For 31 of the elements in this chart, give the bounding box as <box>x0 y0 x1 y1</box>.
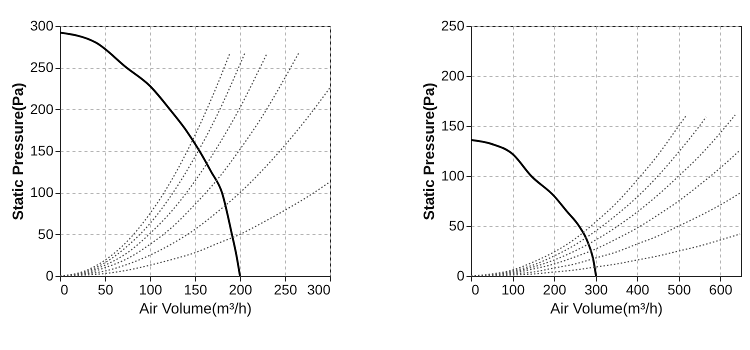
y-tick-label: 300 <box>30 18 54 34</box>
x-axis-title: Air Volume(m³/h) <box>550 300 663 318</box>
y-tick-label: 150 <box>30 142 54 158</box>
x-tick-label: 50 <box>98 282 114 298</box>
x-tick-label: 500 <box>668 282 692 298</box>
y-tick-label: 200 <box>441 68 465 84</box>
y-tick-label: 150 <box>441 118 465 134</box>
x-tick-label: 150 <box>184 282 208 298</box>
x-tick-label: 100 <box>501 282 525 298</box>
x-tick-label: 250 <box>274 282 298 298</box>
y-tick-label: 250 <box>441 18 465 34</box>
y-axis-title: Static Pressure(Pa) <box>421 82 438 220</box>
x-tick-label: 200 <box>228 282 252 298</box>
x-tick-label: 200 <box>542 282 566 298</box>
y-tick-label: 50 <box>38 226 54 242</box>
x-tick-label: 400 <box>626 282 650 298</box>
x-tick-label: 600 <box>709 282 733 298</box>
y-tick-label: 100 <box>30 184 54 200</box>
y-tick-label: 0 <box>46 268 54 284</box>
y-tick-label: 200 <box>30 100 54 117</box>
y-tick-label: 250 <box>30 59 54 76</box>
x-tick-label: 0 <box>472 282 480 298</box>
x-tick-label: 300 <box>584 282 608 298</box>
x-axis-title: Air Volume(m³/h) <box>139 300 252 318</box>
y-tick-label: 0 <box>456 268 465 284</box>
x-tick-label: 100 <box>138 282 162 298</box>
y-axis-title: Static Pressure(Pa) <box>10 82 28 220</box>
x-tick-label: 0 <box>60 282 68 298</box>
y-tick-label: 50 <box>448 218 465 234</box>
y-tick-label: 100 <box>441 168 465 184</box>
x-tick-label: 300 <box>307 282 331 298</box>
